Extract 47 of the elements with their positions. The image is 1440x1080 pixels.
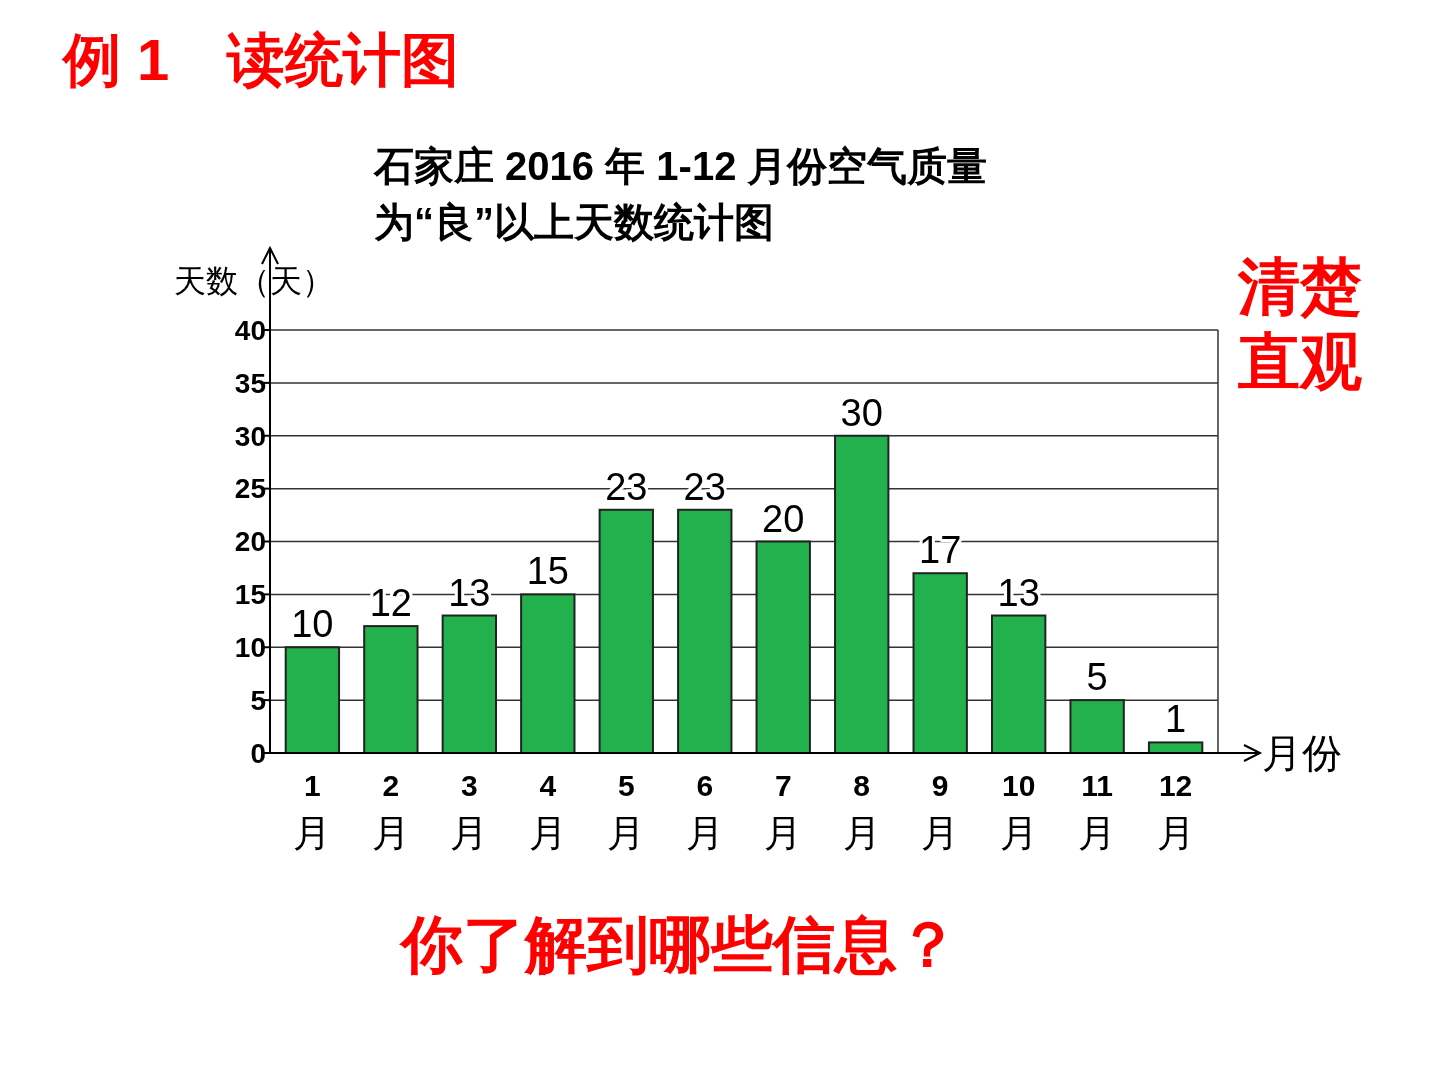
bar [520, 593, 576, 754]
x-tick-label: 5月 [607, 769, 646, 854]
bar [1069, 699, 1125, 754]
y-tick-label: 20 [234, 526, 266, 558]
data-label: 20 [762, 497, 805, 540]
data-label: 30 [840, 391, 883, 434]
bar [990, 614, 1047, 754]
data-label: 15 [526, 550, 569, 593]
x-tick-label: 6月 [685, 769, 724, 854]
y-tick-label: 30 [234, 420, 266, 452]
y-tick-label: 40 [234, 314, 266, 346]
chart-title: 石家庄 2016 年 1-12 月份空气质量 [373, 144, 988, 188]
y-tick-label: 5 [250, 684, 266, 716]
x-tick-label: 1月 [293, 769, 332, 854]
x-tick-label: 7月 [764, 769, 803, 854]
bar [834, 434, 890, 754]
data-label: 5 [1086, 656, 1108, 699]
x-tick-label: 10月 [999, 769, 1038, 854]
x-tick-label: 3月 [450, 769, 489, 854]
bar [363, 625, 419, 754]
x-tick-label: 11月 [1078, 769, 1117, 854]
y-tick-label: 25 [234, 473, 266, 505]
x-tick-label: 4月 [528, 769, 567, 854]
data-label: 1 [1165, 698, 1187, 741]
x-axis-title: 月份 [1262, 731, 1342, 775]
data-label: 17 [919, 529, 962, 572]
y-tick-label: 15 [234, 579, 266, 611]
text: 例 1 读统计图 [61, 27, 460, 92]
y-axis-title: 天数（天） [174, 263, 334, 299]
y-tick-label: 35 [234, 367, 266, 399]
bar [912, 572, 968, 754]
chart-subtitle: 为“良”以上天数统计图 [374, 200, 774, 244]
x-tick-label: 8月 [842, 769, 881, 854]
text: 清楚直观 [1237, 252, 1362, 396]
data-label: 10 [291, 603, 334, 646]
text: 你了解到哪些信息？ [398, 910, 959, 979]
x-tick-label: 9月 [921, 769, 960, 854]
x-tick-label: 2月 [371, 769, 410, 854]
bar [441, 614, 498, 754]
bar [598, 508, 654, 754]
y-tick-label: 0 [250, 737, 266, 769]
y-tick-label: 10 [234, 632, 266, 664]
x-tick-label: 12月 [1156, 769, 1195, 854]
bar [284, 646, 341, 754]
bar [755, 540, 811, 754]
data-label: 12 [369, 582, 412, 625]
bar [677, 508, 733, 754]
